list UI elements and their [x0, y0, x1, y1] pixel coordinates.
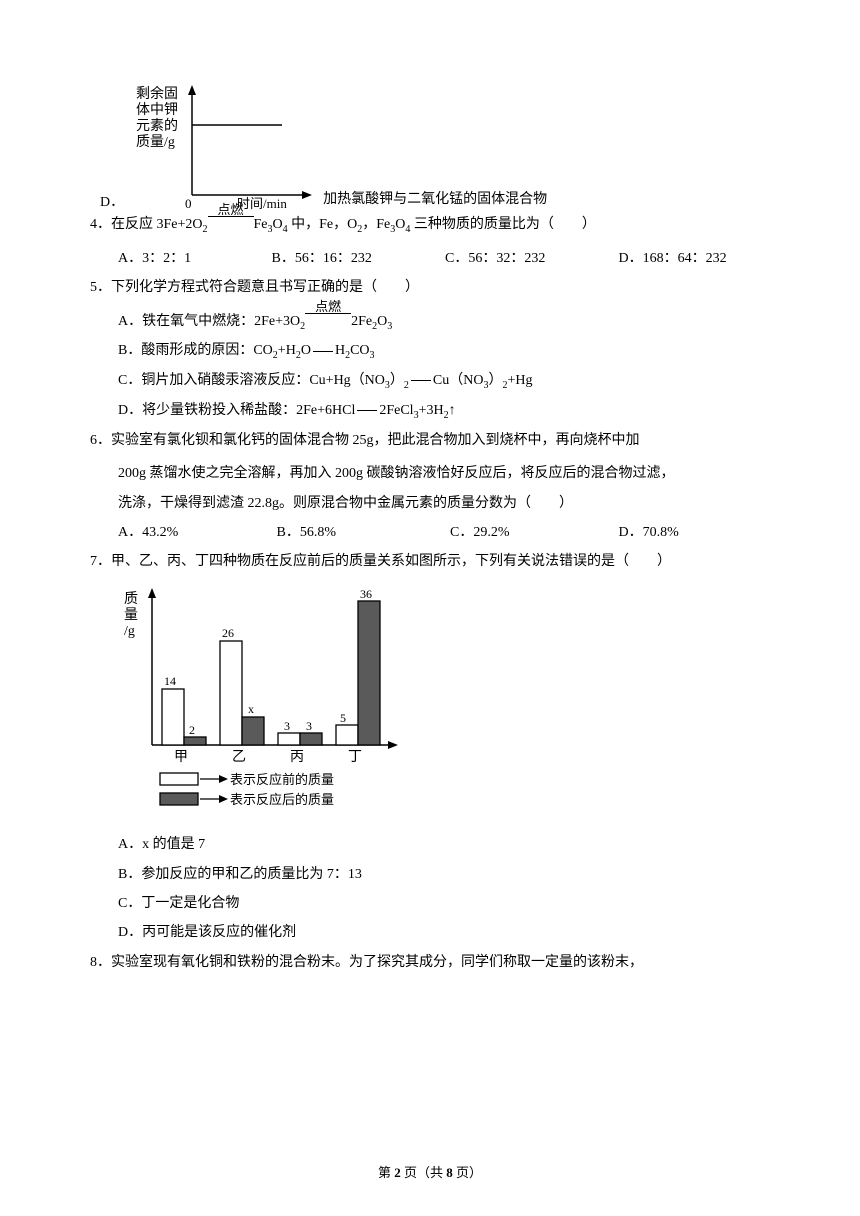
q5a-1: A．铁在氧气中燃烧：2Fe+3O	[118, 314, 300, 329]
q4-num: 4．	[90, 217, 111, 232]
q5b-2: +H	[278, 343, 296, 358]
svg-text:14: 14	[164, 674, 176, 688]
q4: 4．在反应 3Fe+2O2点燃 Fe3O4 中，Fe，O2，Fe3O4 三种物质…	[90, 210, 770, 240]
q4-t3: O	[273, 217, 283, 232]
q5b-3: O	[301, 343, 311, 358]
svg-text:质量/g: 质量/g	[136, 134, 175, 150]
chart-q7: 质 量 /g 14 2 甲 26 x 乙 3 3 丙 5 36 丁 表示反应前的…	[118, 585, 408, 815]
foot-3: 页）	[453, 1165, 482, 1180]
q5-d: D．将少量铁粉投入稀盐酸：2Fe+6HCl2FeCl3+3H2↑	[90, 396, 770, 426]
q5d-3: +3H	[419, 403, 444, 418]
svg-text:5: 5	[340, 711, 346, 725]
q5c-5: +Hg	[507, 373, 532, 388]
q6: 6．实验室有氯化钡和氯化钙的固体混合物 25g，把此混合物加入到烧杯中，再向烧杯…	[90, 426, 770, 455]
svg-text:3: 3	[284, 719, 290, 733]
foot-1: 第	[378, 1165, 394, 1180]
q5: 5．下列化学方程式符合题意且书写正确的是（ ）	[90, 273, 770, 302]
q5c-4: ）	[488, 373, 502, 388]
ignite: 点燃	[208, 196, 254, 223]
q6-num: 6．	[90, 433, 111, 448]
opt-d-text: 加热氯酸钾与二氧化锰的固体混合物	[323, 190, 547, 210]
svg-text:x: x	[248, 702, 254, 716]
svg-text:剩余固: 剩余固	[136, 85, 178, 102]
q7-d: D．丙可能是该反应的催化剂	[90, 918, 770, 947]
q6-l2: 200g 蒸馏水使之完全溶解，再加入 200g 碳酸钠溶液恰好反应后，将反应后的…	[90, 459, 770, 488]
q7-b: B．参加反应的甲和乙的质量比为 7：13	[90, 860, 770, 889]
q7: 7．甲、乙、丙、丁四种物质在反应前后的质量关系如图所示，下列有关说法错误的是（ …	[90, 547, 770, 576]
q5a-2: 2Fe	[351, 314, 372, 329]
q4-b: B．56：16：232	[272, 244, 442, 273]
q8-num: 8．	[90, 955, 111, 970]
q8-stem: 实验室现有氧化铜和铁粉的混合粉末。为了探究其成分，同学们称取一定量的该粉末，	[111, 955, 643, 970]
q5-a: A．铁在氧气中燃烧：2Fe+3O2点燃 2Fe2O3	[90, 307, 770, 337]
svg-text:26: 26	[222, 626, 234, 640]
q7-c: C．丁一定是化合物	[90, 889, 770, 918]
q5d-1: D．将少量铁粉投入稀盐酸：2Fe+6HCl	[118, 403, 355, 418]
svg-text:丙: 丙	[290, 750, 304, 765]
q5d-4: ↑	[449, 403, 456, 418]
q5-stem: 下列化学方程式符合题意且书写正确的是（ ）	[111, 280, 419, 295]
q7-num: 7．	[90, 554, 111, 569]
q4-t2: Fe	[254, 217, 268, 232]
q4-t1: 在反应 3Fe+2O	[111, 217, 203, 232]
option-d-row: D． 剩余固 体中钾 元素的 质量/g 0 时间/min 加热氯酸钾与二氧化锰的…	[100, 80, 770, 210]
q4-d: D．168：64：232	[619, 244, 727, 273]
svg-text:甲: 甲	[174, 750, 188, 765]
q7-stem: 甲、乙、丙、丁四种物质在反应前后的质量关系如图所示，下列有关说法错误的是（ ）	[111, 554, 671, 569]
svg-text:/g: /g	[124, 624, 135, 639]
q6-opts: A．43.2% B．56.8% C．29.2% D．70.8%	[90, 518, 770, 547]
svg-text:体中钾: 体中钾	[136, 102, 178, 118]
q6-l1: 实验室有氯化钡和氯化钙的固体混合物 25g，把此混合物加入到烧杯中，再向烧杯中加	[111, 433, 640, 448]
q6-d: D．70.8%	[619, 518, 679, 547]
q5b-5: CO	[350, 343, 369, 358]
q5a-3: O	[377, 314, 387, 329]
q5c-2: ）	[390, 373, 404, 388]
opt-d-label: D．	[100, 196, 124, 210]
foot-2: 页（共	[401, 1165, 447, 1180]
ignite2: 点燃	[305, 293, 351, 320]
svg-text:乙: 乙	[232, 749, 246, 765]
q4-t5: ，Fe	[362, 217, 390, 232]
q5-b: B．酸雨形成的原因：CO2+H2OH2CO3	[90, 336, 770, 366]
q5-c: C．铜片加入硝酸汞溶液反应：Cu+Hg（NO3）2Cu（NO3）2+Hg	[90, 366, 770, 396]
chart-q3d: 剩余固 体中钾 元素的 质量/g 0 时间/min	[132, 80, 317, 210]
q4-t4: 中，Fe，O	[288, 217, 358, 232]
q5b-4: H	[335, 343, 345, 358]
q5d-2: 2FeCl	[379, 403, 413, 418]
svg-text:0: 0	[185, 196, 192, 210]
q7-a: A．x 的值是 7	[90, 830, 770, 859]
page-footer: 第 2 页（共 8 页）	[0, 1159, 860, 1186]
svg-text:元素的: 元素的	[136, 118, 178, 134]
q4-t7: 三种物质的质量比为（ ）	[410, 217, 596, 232]
q4-opts: A．3：2：1 B．56：16：232 C．56：32：232 D．168：64…	[90, 244, 770, 273]
q4-c: C．56：32：232	[445, 244, 615, 273]
svg-text:丁: 丁	[348, 750, 362, 765]
q4-a: A．3：2：1	[118, 244, 268, 273]
q6-a: A．43.2%	[118, 518, 273, 547]
svg-text:2: 2	[189, 723, 195, 737]
q6-l3: 洗涤，干燥得到滤渣 22.8g。则原混合物中金属元素的质量分数为（ ）	[90, 489, 770, 518]
q5-num: 5．	[90, 280, 111, 295]
svg-text:表示反应后的质量: 表示反应后的质量	[230, 792, 334, 807]
q6-c: C．29.2%	[450, 518, 615, 547]
svg-text:36: 36	[360, 587, 372, 601]
q5c-3: Cu（NO	[433, 373, 484, 388]
q8: 8．实验室现有氧化铜和铁粉的混合粉末。为了探究其成分，同学们称取一定量的该粉末，	[90, 948, 770, 977]
q5b-1: B．酸雨形成的原因：CO	[118, 343, 273, 358]
q5c-1: C．铜片加入硝酸汞溶液反应：Cu+Hg（NO	[118, 373, 385, 388]
svg-text:表示反应前的质量: 表示反应前的质量	[230, 772, 334, 787]
q6-b: B．56.8%	[277, 518, 447, 547]
svg-text:质: 质	[124, 591, 138, 607]
q4-t6: O	[395, 217, 405, 232]
svg-text:量: 量	[124, 607, 138, 623]
svg-text:3: 3	[306, 719, 312, 733]
